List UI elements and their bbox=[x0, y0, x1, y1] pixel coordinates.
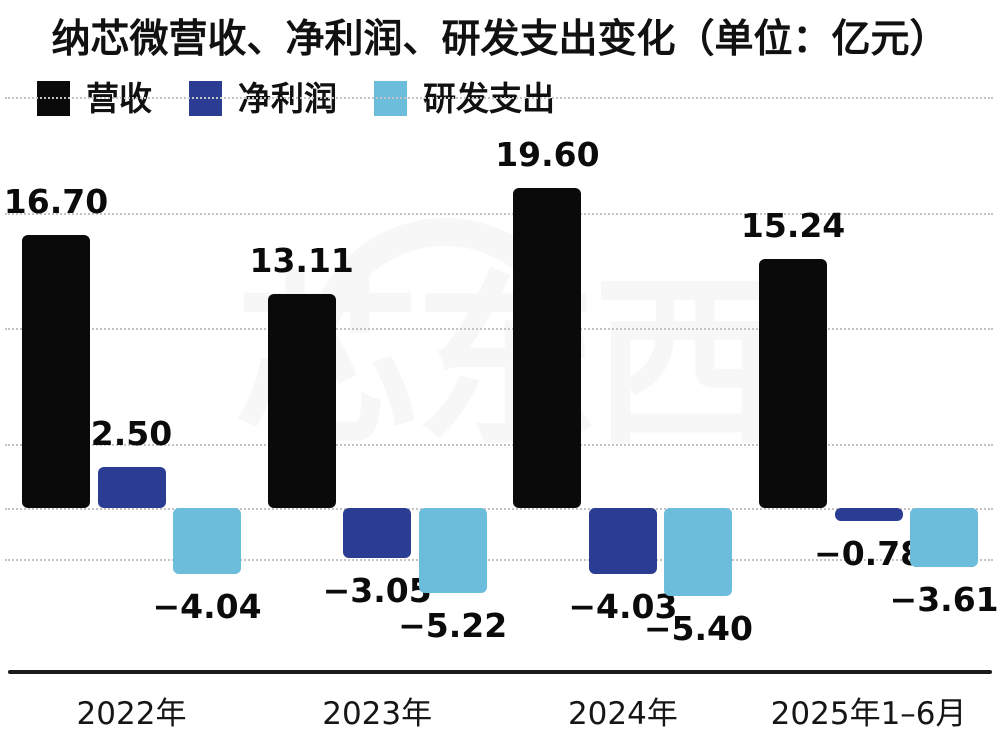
bar-rd-spend-2023 bbox=[418, 508, 487, 594]
value-label-revenue-2025-h1: 15.24 bbox=[740, 206, 846, 245]
bar-rd-spend-2025-h1 bbox=[910, 508, 979, 567]
value-label-rd-spend-2025-h1: −3.61 bbox=[889, 580, 999, 619]
value-label-rd-spend-2022: −4.04 bbox=[152, 587, 262, 626]
value-label-revenue-2023: 13.11 bbox=[249, 240, 354, 280]
bar-revenue-2023 bbox=[267, 293, 336, 508]
gridline-2 bbox=[5, 328, 993, 330]
value-label-rd-spend-2023: −5.22 bbox=[398, 606, 508, 646]
x-axis-line bbox=[8, 670, 992, 674]
value-label-net-profit-2025-h1: −0.78 bbox=[814, 533, 924, 573]
value-label-revenue-2024: 19.60 bbox=[495, 134, 600, 174]
gridline-4 bbox=[5, 558, 993, 561]
value-label-net-profit-2022: 2.50 bbox=[90, 414, 173, 454]
chart-title: 纳芯微营收、净利润、研发支出变化（单位：亿元） bbox=[51, 17, 949, 62]
bar-net-profit-2024 bbox=[588, 508, 657, 574]
value-label-net-profit-2023: −3.05 bbox=[322, 570, 432, 610]
bar-net-profit-2022 bbox=[97, 467, 166, 508]
zero-gridline bbox=[5, 508, 993, 510]
x-axis-label-2023: 2023年 bbox=[322, 696, 433, 732]
value-label-revenue-2022: 16.70 bbox=[3, 182, 109, 222]
bar-rd-spend-2022 bbox=[173, 508, 241, 574]
x-axis-label-2024: 2024年 bbox=[567, 696, 678, 732]
bar-net-profit-2025-h1 bbox=[834, 508, 903, 521]
value-label-net-profit-2024: −4.03 bbox=[568, 586, 678, 626]
gridline-1 bbox=[5, 213, 993, 215]
gridline-0 bbox=[5, 97, 993, 99]
x-axis-label-2025-h1: 2025年1–6月 bbox=[770, 696, 967, 732]
bar-revenue-2022 bbox=[22, 235, 90, 508]
value-label-rd-spend-2024: −5.40 bbox=[643, 609, 753, 649]
bar-revenue-2025-h1 bbox=[759, 259, 828, 508]
x-axis-label-2022: 2022年 bbox=[76, 696, 187, 732]
gridline-3 bbox=[5, 443, 993, 446]
bar-revenue-2024 bbox=[513, 187, 582, 508]
bar-rd-spend-2024 bbox=[664, 508, 733, 597]
bar-net-profit-2023 bbox=[343, 508, 412, 558]
